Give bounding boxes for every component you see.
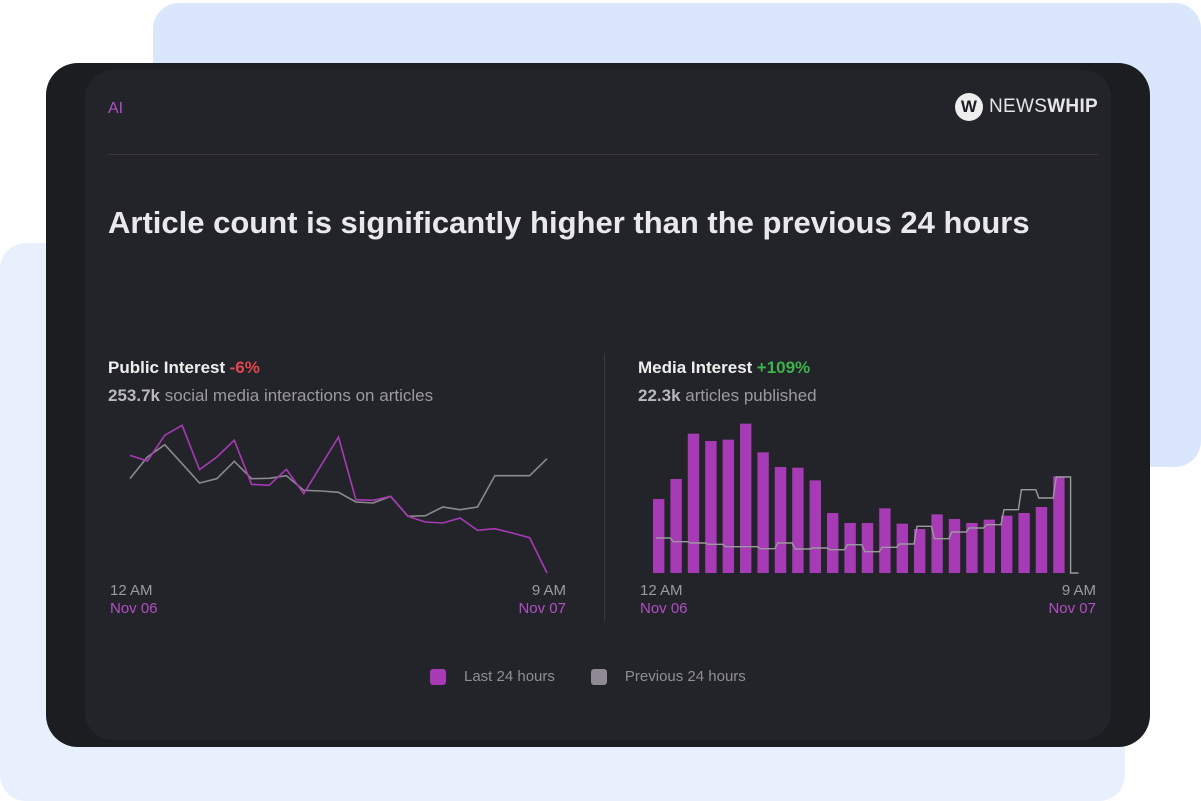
bar-x-start-tick: 12 AM Nov 06: [640, 582, 688, 618]
bar: [827, 513, 839, 573]
section-divider: [604, 353, 605, 621]
tick-time: 9 AM: [531, 582, 566, 599]
bar: [687, 433, 700, 573]
bar: [914, 529, 926, 573]
tick-date: Nov 06: [110, 600, 158, 617]
tick-date: Nov 07: [1048, 600, 1096, 617]
public-interest-description: social media interactions on articles: [164, 386, 434, 405]
public-interest-header: Public Interest -6% 253.7k social media …: [108, 358, 433, 406]
bar: [1001, 515, 1013, 573]
headline: Article count is significantly higher th…: [108, 205, 1030, 240]
bar: [740, 423, 752, 573]
ai-label: AI: [108, 100, 124, 117]
tick-date: Nov 06: [640, 600, 688, 617]
bar: [653, 499, 665, 573]
brand-text-bold: WHIP: [1047, 96, 1099, 117]
media-interest-description: articles published: [685, 386, 817, 405]
line-x-start-tick: 12 AM Nov 06: [110, 582, 158, 618]
insight-panel: [85, 70, 1111, 740]
bar: [1035, 507, 1048, 573]
bar: [1018, 513, 1030, 573]
bar: [1053, 476, 1065, 573]
bar: [844, 523, 856, 573]
line-x-end-tick: 9 AM Nov 07: [500, 582, 566, 618]
bar-x-end-tick: 9 AM Nov 07: [1030, 582, 1096, 618]
tick-date: Nov 07: [518, 600, 566, 617]
legend-swatch-previous: [590, 668, 607, 685]
legend-swatch-last: [430, 668, 446, 685]
bar: [896, 523, 908, 573]
bar: [670, 479, 682, 573]
bar: [722, 439, 734, 573]
newswhip-w-logo-icon: W: [955, 93, 983, 121]
media-interest-value: 22.3k: [638, 386, 681, 405]
legend-label-last: Last 24 hours: [464, 668, 555, 685]
bar: [983, 519, 995, 573]
header-divider: [108, 154, 1098, 155]
tick-time: 12 AM: [110, 582, 153, 599]
line-series-last: [129, 424, 548, 574]
tick-time: 9 AM: [1061, 582, 1096, 599]
line-series-previous: [129, 443, 548, 518]
bar: [757, 452, 769, 573]
public-interest-title: Public Interest: [108, 358, 226, 377]
bar: [705, 441, 717, 573]
bar: [792, 467, 804, 573]
public-interest-change: -6%: [229, 358, 260, 377]
public-interest-value: 253.7k: [108, 386, 160, 405]
tick-time: 12 AM: [640, 582, 683, 599]
bar: [809, 480, 821, 573]
bar: [861, 523, 874, 573]
legend-label-previous: Previous 24 hours: [624, 668, 746, 685]
bar: [774, 467, 787, 573]
chart-legend: Last 24 hours Previous 24 hours: [430, 668, 746, 685]
media-interest-change: +109%: [756, 358, 811, 377]
bar: [879, 508, 891, 573]
bar: [948, 519, 961, 573]
media-interest-header: Media Interest +109% 22.3k articles publ…: [638, 358, 817, 406]
newswhip-logo: W NEWS WHIP: [955, 93, 1098, 121]
bar: [966, 523, 978, 573]
bar: [931, 514, 943, 573]
brand-text-light: NEWS: [989, 96, 1048, 117]
bar-previous-step-line: [656, 476, 1079, 574]
media-interest-title: Media Interest: [638, 358, 753, 377]
